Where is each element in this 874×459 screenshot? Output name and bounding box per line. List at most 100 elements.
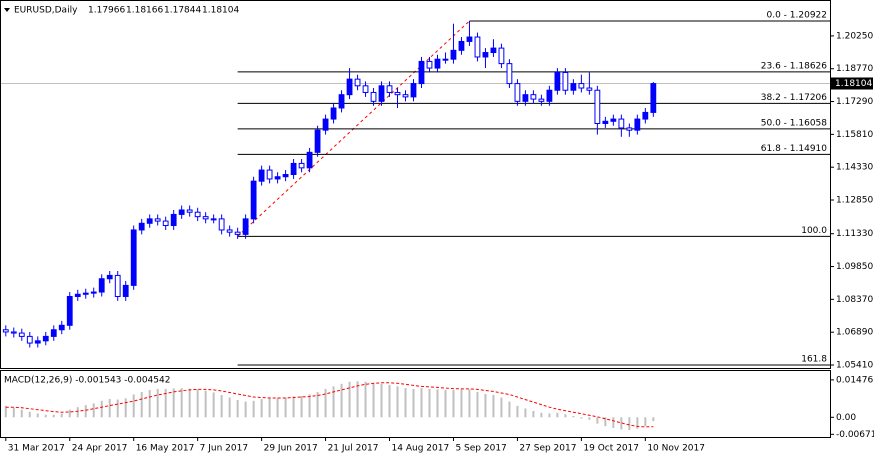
- fib-label: 38.2 - 1.17206: [761, 93, 827, 103]
- candle-body: [50, 329, 57, 337]
- fib-label: 0.0 - 1.20922: [767, 11, 828, 21]
- x-tick-label: 29 Jun 2017: [264, 444, 318, 454]
- candle-body: [10, 331, 17, 334]
- candle-body: [466, 36, 473, 42]
- candle-body: [314, 129, 321, 153]
- candle-body: [282, 174, 289, 178]
- candle-body: [354, 78, 361, 87]
- fib-label: 50.0 - 1.16058: [761, 118, 827, 128]
- candle-body: [386, 85, 393, 93]
- macd-pane: [0, 370, 831, 438]
- y-tick-label: 1.11330: [836, 229, 873, 239]
- x-tick-label: 5 Sep 2017: [455, 444, 506, 454]
- candle-body: [394, 91, 401, 96]
- candle-body: [26, 335, 33, 344]
- fib-label: 61.8 - 1.14910: [761, 144, 827, 154]
- macd-signal: [5, 382, 654, 428]
- candle-body: [274, 176, 281, 180]
- candle-body: [34, 340, 41, 344]
- x-tick-label: 27 Sep 2017: [519, 444, 576, 454]
- candle-body: [378, 85, 385, 102]
- x-tick-label: 31 Mar 2017: [8, 444, 65, 454]
- y-tick-label: 1.05410: [836, 361, 873, 371]
- candle-body: [338, 94, 345, 109]
- candle-body: [370, 91, 377, 102]
- candle-body: [170, 213, 177, 227]
- candle-body: [306, 151, 313, 169]
- candle-body: [346, 78, 353, 96]
- y-tick-label: 1.17290: [836, 97, 873, 107]
- candle-body: [322, 118, 329, 131]
- y-tick-label: 1.18770: [836, 64, 873, 74]
- candle-body: [522, 94, 529, 102]
- candle-body: [570, 83, 577, 91]
- x-tick-label: 24 Apr 2017: [72, 444, 128, 454]
- candle-body: [218, 218, 225, 231]
- x-tick-label: 21 Jul 2017: [328, 444, 379, 454]
- candle-body: [410, 83, 417, 98]
- candle-body: [42, 335, 49, 342]
- candle-body: [434, 58, 441, 69]
- symbol: EURUSD,Daily: [14, 6, 78, 16]
- candle-body: [266, 169, 273, 180]
- candle-body: [2, 329, 9, 333]
- candle-body: [442, 58, 449, 61]
- candle-body: [162, 220, 169, 227]
- y-tick-label: 1.09850: [836, 262, 873, 272]
- candle-body: [194, 211, 201, 218]
- candle-body: [258, 169, 265, 182]
- candle-body: [594, 89, 601, 125]
- candle-body: [578, 83, 585, 89]
- candle-body: [610, 118, 617, 122]
- candle-body: [178, 209, 185, 215]
- candle-body: [242, 218, 249, 235]
- quote-value: 1.18166: [126, 6, 163, 16]
- x-tick-label: 10 Nov 2017: [647, 444, 705, 454]
- candle-body: [474, 36, 481, 58]
- candle-body: [402, 94, 409, 98]
- candle-body: [18, 332, 25, 337]
- candle-body: [250, 180, 257, 220]
- candle-body: [290, 162, 297, 176]
- candle-body: [562, 71, 569, 91]
- candle-body: [498, 47, 505, 65]
- candle-body: [362, 85, 369, 93]
- macd-tick-label: 0.014763: [836, 375, 874, 385]
- candle-body: [146, 218, 153, 224]
- candle-body: [58, 324, 65, 331]
- y-tick-label: 1.08370: [836, 295, 873, 305]
- candle-body: [186, 209, 193, 213]
- candle-body: [74, 293, 81, 297]
- candle-body: [122, 284, 129, 297]
- x-tick-label: 7 Jun 2017: [200, 444, 248, 454]
- macd-title: MACD(12,26,9) -0.001543 -0.004542: [4, 376, 170, 386]
- x-tick-label: 19 Oct 2017: [583, 444, 639, 454]
- candle-body: [66, 295, 73, 326]
- candle-body: [482, 52, 489, 58]
- candle-body: [106, 274, 113, 280]
- x-tick-label: 16 May 2017: [136, 444, 195, 454]
- candle-body: [450, 49, 457, 60]
- candle-body: [506, 63, 513, 85]
- candle-body: [138, 222, 145, 231]
- y-tick-label: 1.20250: [836, 31, 873, 41]
- current-price-box: [831, 77, 873, 90]
- candle-body: [154, 218, 161, 222]
- candle-body: [298, 162, 305, 169]
- candle-body: [586, 87, 593, 91]
- candle-body: [226, 229, 233, 233]
- candle-body: [634, 118, 641, 131]
- candle-body: [530, 94, 537, 100]
- macd-tick-label: 0.00: [836, 413, 856, 423]
- candle-body: [426, 60, 433, 69]
- candle-body: [626, 127, 633, 131]
- candle-body: [234, 231, 241, 235]
- quote-value: 1.17844: [164, 6, 201, 16]
- candle-body: [514, 83, 521, 102]
- candle-body: [490, 47, 497, 54]
- quote-value: 1.18104: [202, 6, 239, 16]
- y-tick-label: 1.14330: [836, 163, 873, 173]
- candle-body: [458, 40, 465, 51]
- candle-body: [618, 118, 625, 129]
